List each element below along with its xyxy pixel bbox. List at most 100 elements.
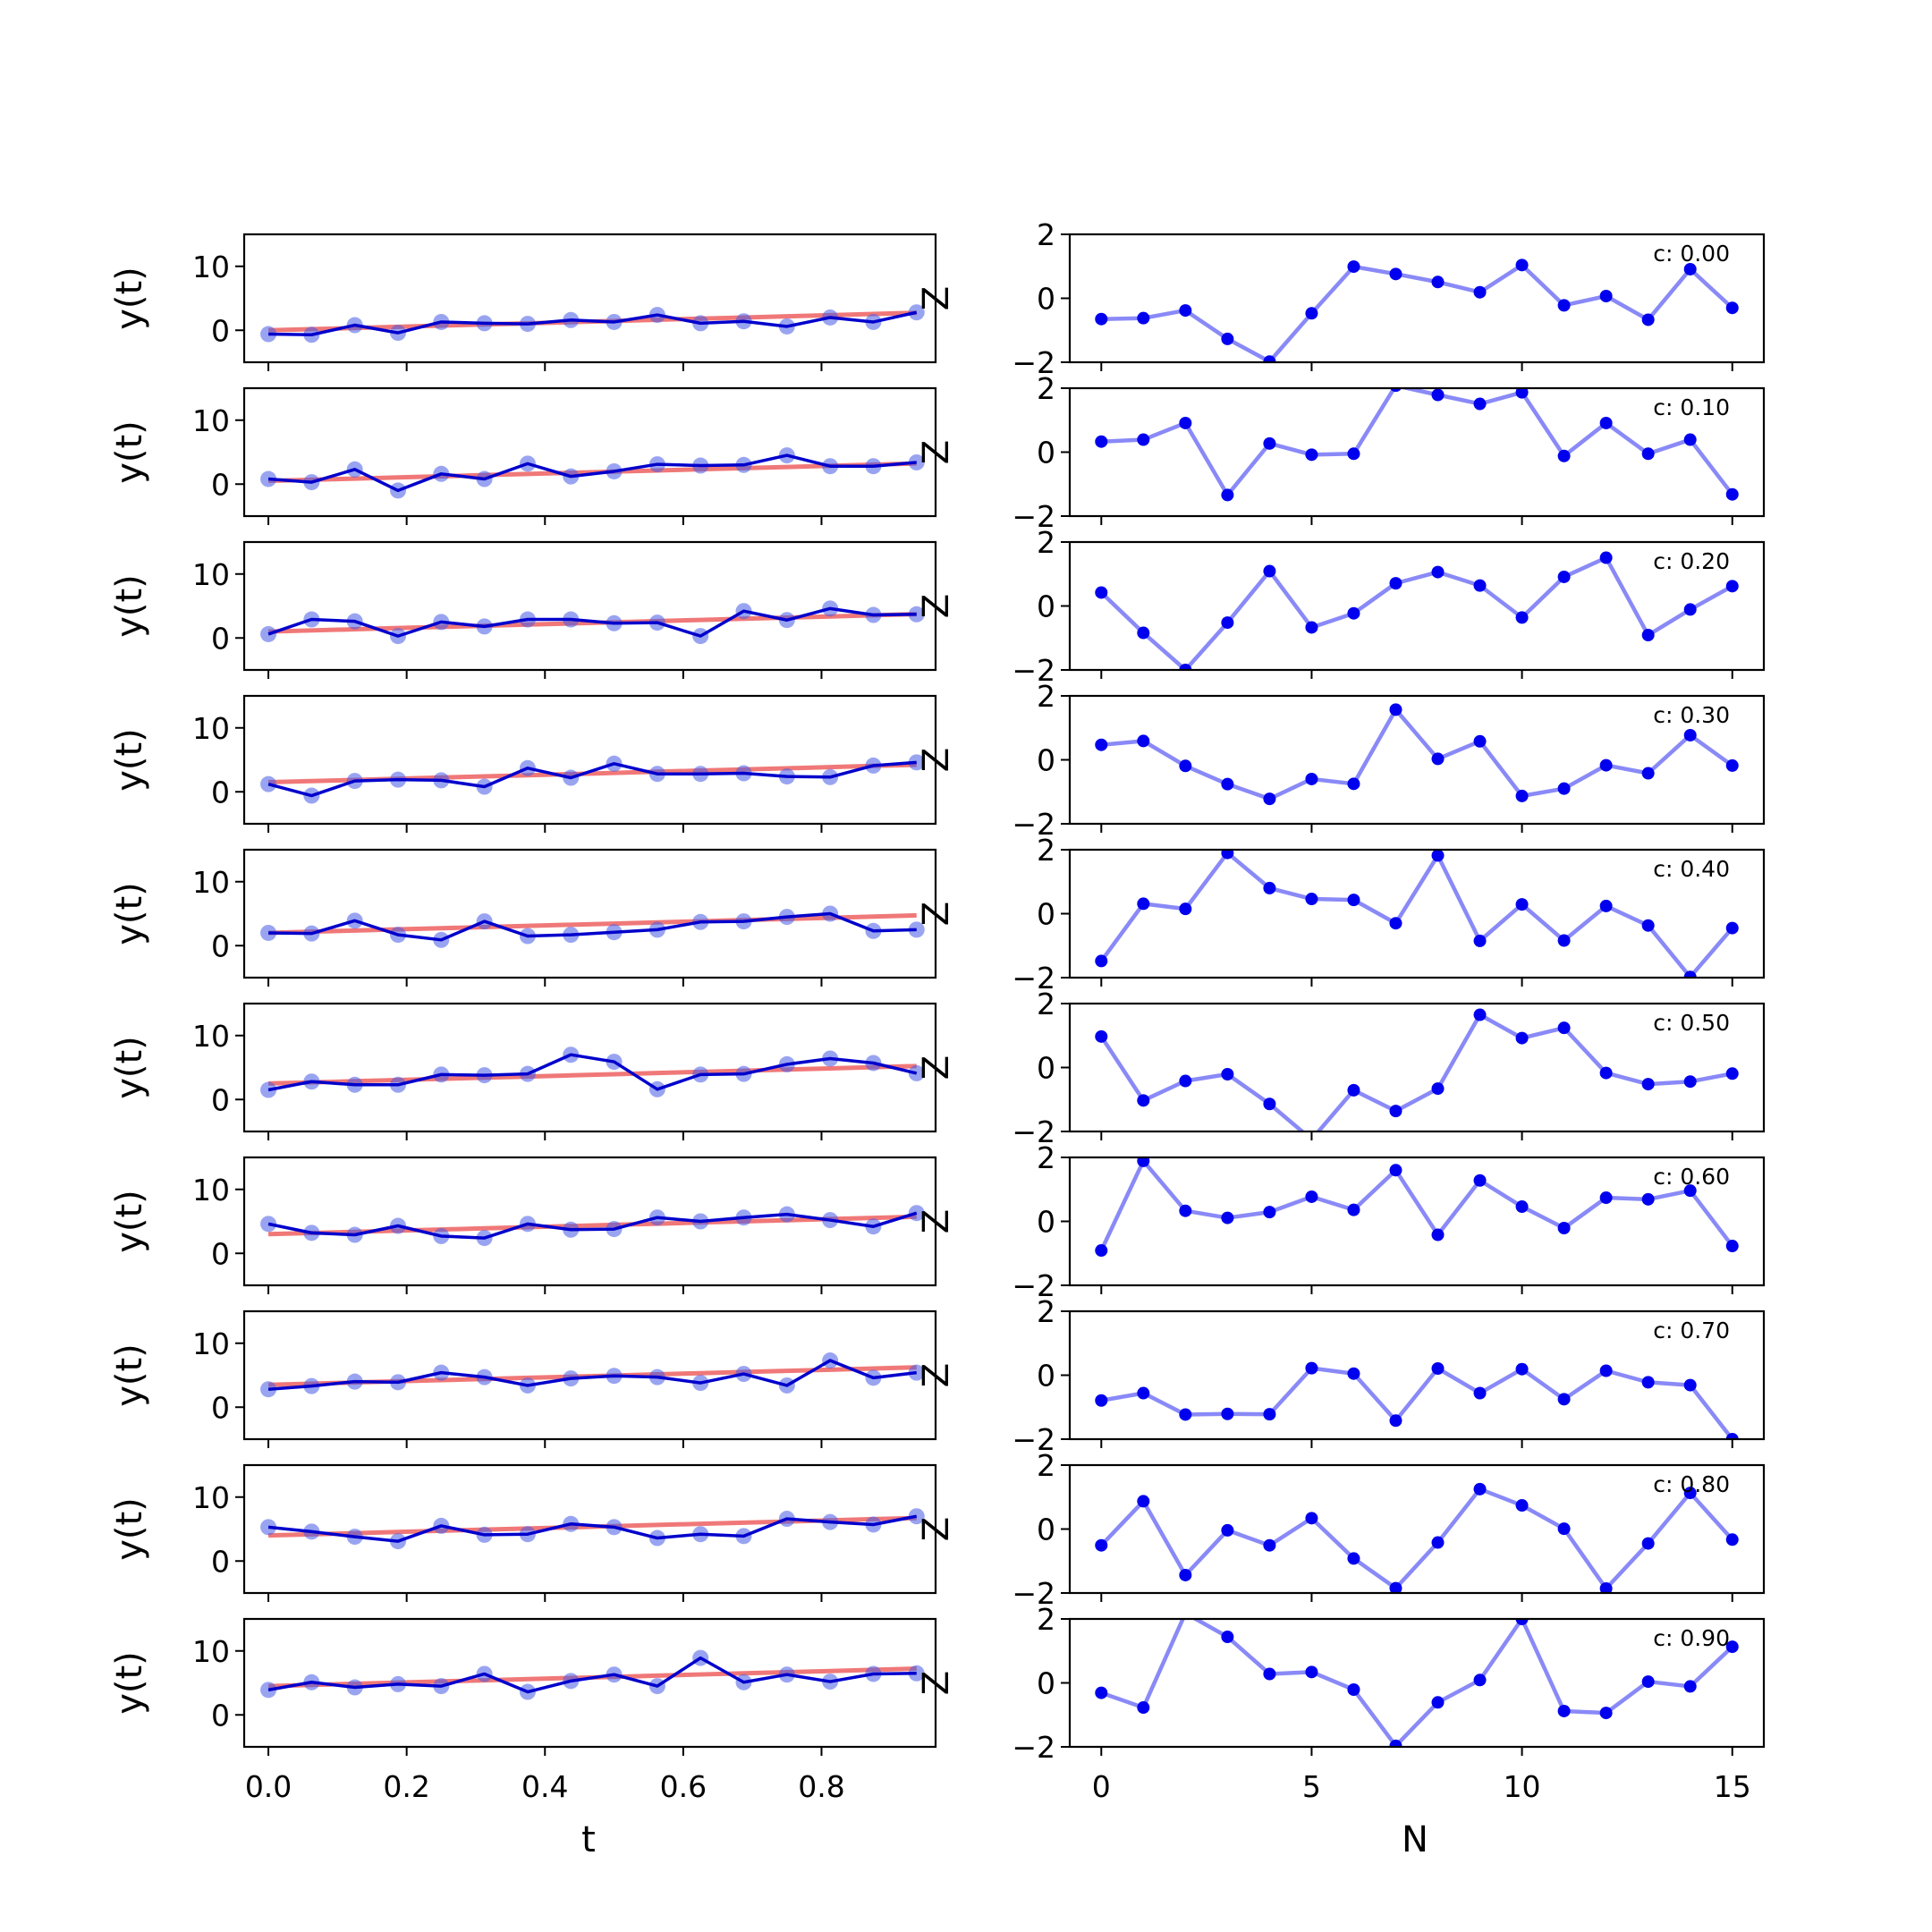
z-axis-label: Z: [916, 1363, 957, 1387]
noise-point: [1347, 1552, 1360, 1565]
y-axis-label: y(t): [109, 728, 150, 792]
noise-point: [1182, 1619, 1189, 1620]
noise-point: [1305, 772, 1318, 785]
noise-point: [1179, 1074, 1192, 1088]
right-subplot-3: −2 0 2 Zc: 0.30: [916, 679, 1766, 842]
y-tick-label: 0: [1037, 1666, 1055, 1701]
noise-point: [1431, 1361, 1445, 1375]
noise-point: [1641, 1078, 1655, 1091]
left-subplot-1: 0 10 y(t): [109, 386, 937, 525]
y-tick-label: 10: [192, 1480, 230, 1515]
axes-frame: [1068, 1617, 1766, 1749]
axes-frame: [1068, 386, 1766, 518]
noise-point: [1305, 1512, 1318, 1525]
plot-area: [260, 1046, 925, 1098]
noise-point: [1263, 1206, 1276, 1219]
observed-line: [267, 1514, 918, 1543]
noise-point: [1473, 285, 1487, 299]
y-axis-label: y(t): [109, 1651, 150, 1715]
right-subplot-2: −2 0 2 Zc: 0.20: [916, 525, 1766, 688]
y-axis-label: y(t): [109, 1497, 150, 1561]
plot-area: [260, 1508, 925, 1550]
noise-point: [1515, 611, 1529, 624]
plot-area: [1095, 1157, 1739, 1258]
noise-point: [1389, 1105, 1402, 1118]
coefficient-annotation: c: 0.10: [1653, 394, 1730, 420]
noise-point: [1221, 850, 1234, 860]
z-axis-label: Z: [916, 1671, 957, 1695]
observed-line: [268, 310, 918, 337]
noise-point: [1179, 1408, 1192, 1421]
axes-frame: [1068, 1156, 1766, 1287]
axes-frame: [242, 1156, 937, 1287]
y-tick-label: 0: [1037, 589, 1055, 624]
y-tick-label: 0: [211, 467, 230, 502]
noise-point: [1473, 1174, 1487, 1187]
noise-point: [1263, 792, 1276, 806]
plot-area: [260, 754, 925, 804]
y-axis-label: y(t): [109, 574, 150, 638]
noise-point: [1557, 1522, 1571, 1536]
noise-point: [1683, 1184, 1697, 1198]
y-axis-label: y(t): [109, 882, 150, 945]
noise-point: [1221, 777, 1234, 791]
right-x-axis-label: N: [1402, 1819, 1428, 1860]
y-tick-label: 10: [192, 250, 230, 284]
y-tick-label: 0: [211, 1698, 230, 1733]
plot-area: [260, 447, 925, 499]
plot-area: [1095, 551, 1739, 670]
axes-frame: [242, 386, 937, 518]
y-tick-label: −2: [1012, 807, 1055, 842]
noise-point: [1641, 629, 1655, 642]
noise-point: [1179, 664, 1192, 670]
noise-point: [1641, 447, 1655, 461]
noise-point: [1683, 433, 1697, 446]
noise-point: [1137, 1094, 1150, 1107]
noise-point: [1599, 1191, 1613, 1205]
noise-point: [1137, 311, 1150, 325]
z-axis-label: Z: [916, 286, 957, 310]
right-subplot-7: −2 0 2 Zc: 0.70: [916, 1294, 1766, 1457]
observed-line: [267, 453, 917, 493]
y-tick-label: 0: [211, 1390, 230, 1425]
noise-line: [1100, 1619, 1734, 1747]
y-tick-label: 0: [211, 1544, 230, 1579]
noise-point: [1221, 332, 1234, 345]
right-subplot-8: −2 0 2 Zc: 0.80: [916, 1448, 1766, 1611]
axes-frame: [242, 694, 937, 826]
noise-point: [1305, 1361, 1318, 1375]
y-tick-label: 10: [192, 557, 230, 592]
noise-point: [1347, 1083, 1360, 1097]
axes-frame: [1068, 540, 1766, 672]
noise-line: [1099, 1158, 1734, 1251]
y-tick-label: 2: [1037, 679, 1055, 714]
z-axis-label: Z: [916, 902, 957, 926]
left-subplot-8: 0 10 y(t): [109, 1463, 937, 1602]
noise-point: [1390, 388, 1402, 393]
noise-point: [1305, 448, 1318, 462]
noise-point: [1725, 1640, 1739, 1654]
plot-area: [1095, 1361, 1739, 1439]
noise-point: [1683, 1680, 1697, 1693]
noise-point: [1095, 1244, 1108, 1258]
noise-point: [1137, 626, 1150, 640]
noise-point: [1389, 1739, 1402, 1747]
axes-frame: [242, 1309, 937, 1441]
noise-point: [1557, 449, 1571, 462]
axes-frame: [1068, 848, 1766, 979]
axes-frame: [1068, 233, 1766, 364]
noise-point: [1137, 433, 1150, 446]
noise-point: [1557, 1021, 1571, 1035]
noise-point: [1725, 1067, 1739, 1080]
right-subplot-1: −2 0 2 Zc: 0.10: [916, 371, 1766, 534]
noise-line: [1099, 555, 1733, 670]
axes-frame: [1068, 1463, 1766, 1595]
noise-point: [1179, 759, 1192, 773]
noise-point: [1683, 262, 1697, 275]
noise-point: [1683, 1075, 1697, 1089]
x-tick-label: 0.0: [245, 1769, 292, 1804]
noise-point: [1683, 970, 1697, 978]
coefficient-annotation: c: 0.90: [1653, 1625, 1730, 1651]
noise-point: [1347, 1203, 1360, 1216]
